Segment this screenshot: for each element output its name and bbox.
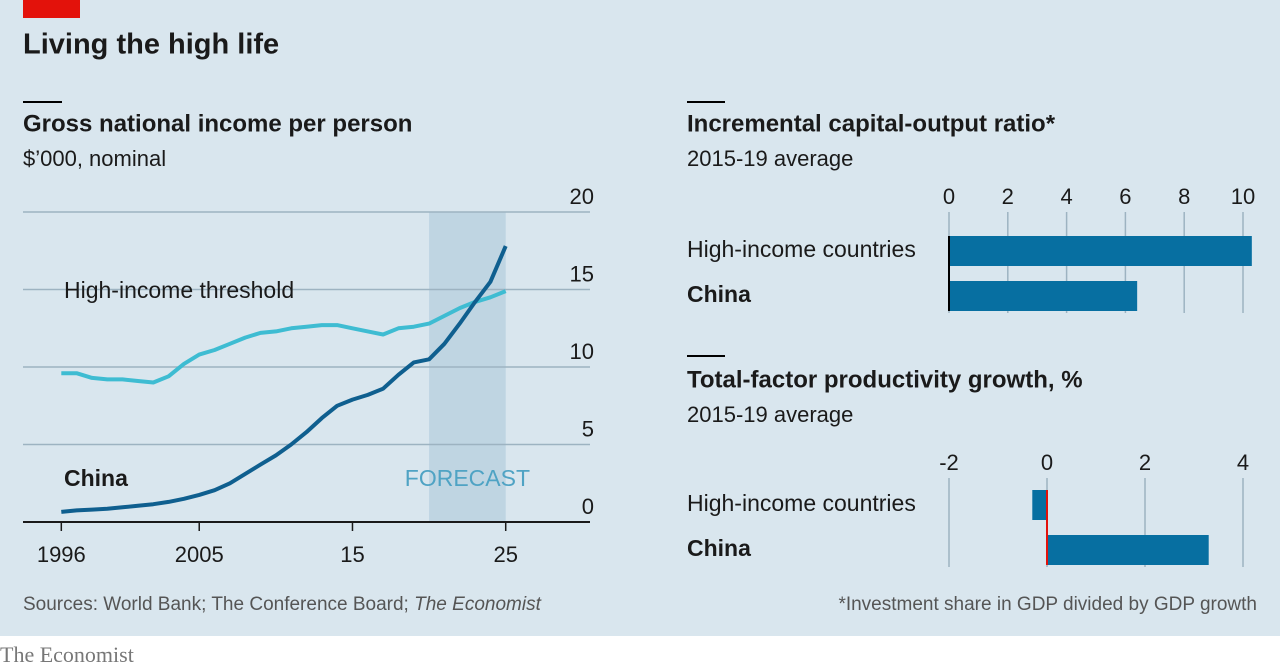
x-tick-label: 2 xyxy=(1139,450,1151,475)
series-label: China xyxy=(64,465,128,491)
x-tick-label: 6 xyxy=(1119,184,1131,209)
x-tick-label: 4 xyxy=(1237,450,1249,475)
x-tick-label: -2 xyxy=(939,450,959,475)
panel-subtitle: $’000, nominal xyxy=(23,146,166,171)
x-tick-label: 15 xyxy=(340,542,364,567)
series-line xyxy=(61,289,507,385)
x-tick-label: 8 xyxy=(1178,184,1190,209)
bar xyxy=(1032,490,1047,520)
x-tick-label: 25 xyxy=(493,542,517,567)
panel-subtitle: 2015-19 average xyxy=(687,146,853,171)
series-line xyxy=(61,245,508,514)
bar xyxy=(949,281,1138,311)
red-tab xyxy=(23,0,80,18)
category-label: China xyxy=(687,535,751,561)
source: Sources: World Bank; The Conference Boar… xyxy=(23,594,542,615)
source-italic: The Economist xyxy=(414,594,541,615)
panel-title: Gross national income per person xyxy=(23,110,412,137)
panel-title: Incremental capital-output ratio* xyxy=(687,110,1056,137)
y-tick-label: 0 xyxy=(582,494,594,519)
bar xyxy=(1047,535,1209,565)
x-tick-label: 0 xyxy=(943,184,955,209)
panel-title: Total-factor productivity growth, % xyxy=(687,366,1083,393)
y-tick-label: 5 xyxy=(582,416,594,441)
forecast-label: FORECAST xyxy=(405,465,530,491)
background xyxy=(0,0,1280,636)
series-label: High-income threshold xyxy=(64,277,294,303)
x-tick-label: 4 xyxy=(1060,184,1072,209)
category-label: High-income countries xyxy=(687,490,916,516)
title: Living the high life xyxy=(23,29,279,61)
x-tick-label: 2005 xyxy=(175,542,224,567)
y-tick-label: 20 xyxy=(570,184,594,209)
category-label: China xyxy=(687,281,751,307)
y-tick-label: 15 xyxy=(570,261,594,286)
x-tick-label: 10 xyxy=(1231,184,1255,209)
x-tick-label: 0 xyxy=(1041,450,1053,475)
y-tick-label: 10 xyxy=(570,339,594,364)
x-tick-label: 2 xyxy=(1002,184,1014,209)
panel-subtitle: 2015-19 average xyxy=(687,402,853,427)
x-tick-label: 1996 xyxy=(37,542,86,567)
footnote: *Investment share in GDP divided by GDP … xyxy=(838,594,1257,615)
source-text: Sources: World Bank; The Conference Boar… xyxy=(23,594,414,615)
brand: The Economist xyxy=(0,642,134,667)
category-label: High-income countries xyxy=(687,236,916,262)
bar xyxy=(949,236,1252,266)
